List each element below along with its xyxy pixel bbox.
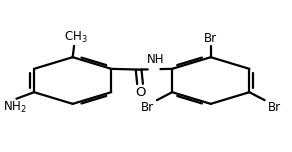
Text: O: O	[135, 86, 146, 99]
Text: Br: Br	[204, 32, 217, 45]
Text: Br: Br	[141, 101, 154, 114]
Text: NH$_2$: NH$_2$	[3, 100, 27, 115]
Text: CH$_3$: CH$_3$	[64, 30, 87, 45]
Text: NH: NH	[147, 53, 164, 66]
Text: Br: Br	[267, 101, 281, 114]
